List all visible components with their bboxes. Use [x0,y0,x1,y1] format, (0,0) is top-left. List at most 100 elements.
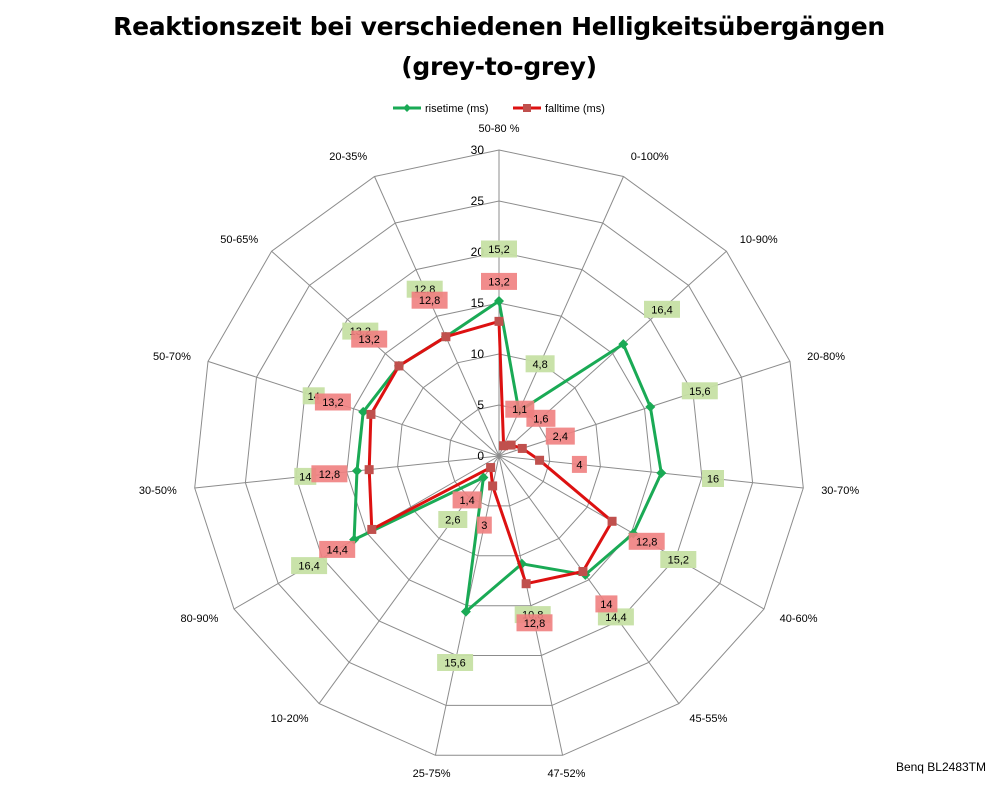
data-label-bg [595,595,618,613]
data-point [366,409,376,419]
legend-marker [523,104,531,112]
category-label: 25-75% [413,768,451,780]
data-point [364,465,374,475]
grid-spoke [374,176,500,457]
data-label-text: 4,8 [532,359,547,371]
data-label-text: 16,4 [651,304,672,316]
radial-tick-label: 0 [477,449,484,463]
data-label-text: 2,6 [445,515,460,527]
data-label-text: 12,8 [319,469,340,481]
data-point [494,316,504,326]
data-label: 15,6 [681,382,718,400]
grid-spoke [207,360,500,457]
data-point [394,361,404,371]
category-label: 20-35% [329,151,367,163]
data-label: 1,6 [526,409,556,427]
grid-spoke [498,360,791,457]
data-label-text: 15,6 [444,658,465,670]
data-point [618,339,629,350]
data-point [351,465,362,476]
data-label-bg [526,409,556,427]
category-label: 40-60% [780,613,818,625]
data-label: 13,2 [314,393,351,411]
data-label: 2,6 [438,511,468,528]
data-label-text: 14 [299,471,311,483]
data-label: 16,4 [644,300,680,318]
data-label-text: 15,6 [689,386,710,398]
radial-tick-label: 10 [471,347,485,361]
chart-subtitle: (grey-to-grey) [401,52,597,81]
data-label-text: 13,2 [488,276,509,288]
data-label-text: 16 [707,474,719,486]
data-label-bg [314,393,351,411]
data-label-text: 1,4 [459,495,474,507]
category-label: 30-70% [821,485,859,497]
data-label: 1,4 [452,491,482,509]
data-label-text: 1,6 [533,413,548,425]
data-point [478,472,489,483]
grid-ring [346,302,652,607]
data-label: 12,8 [516,614,553,632]
data-point [656,468,667,479]
data-label: 4 [571,455,587,473]
data-point [645,401,656,412]
data-label-bg [525,355,555,373]
data-label: 16,4 [291,557,328,575]
data-label: 14 [294,467,317,485]
data-label-text: 4 [576,459,582,471]
chart-title: Reaktionszeit bei verschiedenen Helligke… [113,12,885,41]
data-label: 13,2 [351,330,388,348]
data-label-text: 2,4 [553,431,568,443]
grid-ring [295,251,703,656]
data-labels: 15,24,816,415,61615,214,410,815,62,616,4… [291,240,724,671]
category-label: 30-50% [139,485,177,497]
data-label: 16 [702,470,724,487]
data-label-bg [411,291,448,309]
data-point [488,481,498,491]
series-layer [349,295,667,617]
data-label: 14,4 [597,608,634,626]
data-label-text: 15,2 [668,555,689,567]
data-label-text: 14 [600,599,612,611]
series-line [352,299,663,614]
radial-tick-label: 5 [477,398,484,412]
category-label: 80-90% [180,613,218,625]
data-label-bg [702,470,724,487]
data-label-bg [438,511,468,528]
data-label: 12,8 [628,532,665,550]
data-label-text: 14,4 [605,612,626,624]
data-point [486,463,496,473]
category-label: 45-55% [689,713,727,725]
data-point [499,441,509,451]
data-label: 13,2 [481,272,517,290]
category-label: 10-90% [740,234,778,246]
grid-spoke [271,250,500,457]
series-line [367,319,614,586]
data-point [441,332,451,342]
data-label: 12,8 [311,465,348,483]
grid-spoke [498,455,804,489]
data-label-text: 12,8 [636,536,657,548]
category-label: 50-80 % [479,123,520,135]
data-label-bg [545,427,575,445]
category-label: 20-80% [807,351,845,363]
grid-spoke [498,455,680,704]
data-label-text: 13,2 [358,334,379,346]
legend-marker [403,104,411,112]
data-label-bg [476,516,492,534]
radial-tick-label: 15 [471,296,485,310]
category-label: 0-100% [631,151,669,163]
data-label-text: 16,4 [298,561,319,573]
data-label-text: 1,1 [512,404,527,416]
data-point [535,455,545,465]
monitor-model-label: Benq BL2483TM [895,760,986,774]
data-label-bg [660,551,697,568]
grid-ring [244,200,754,706]
data-label-bg [597,608,634,626]
data-label: 15,6 [437,654,474,671]
data-label-bg [516,614,553,632]
data-label: 2,4 [545,427,575,445]
data-point [358,406,369,417]
data-label-text: 12,8 [524,618,545,630]
